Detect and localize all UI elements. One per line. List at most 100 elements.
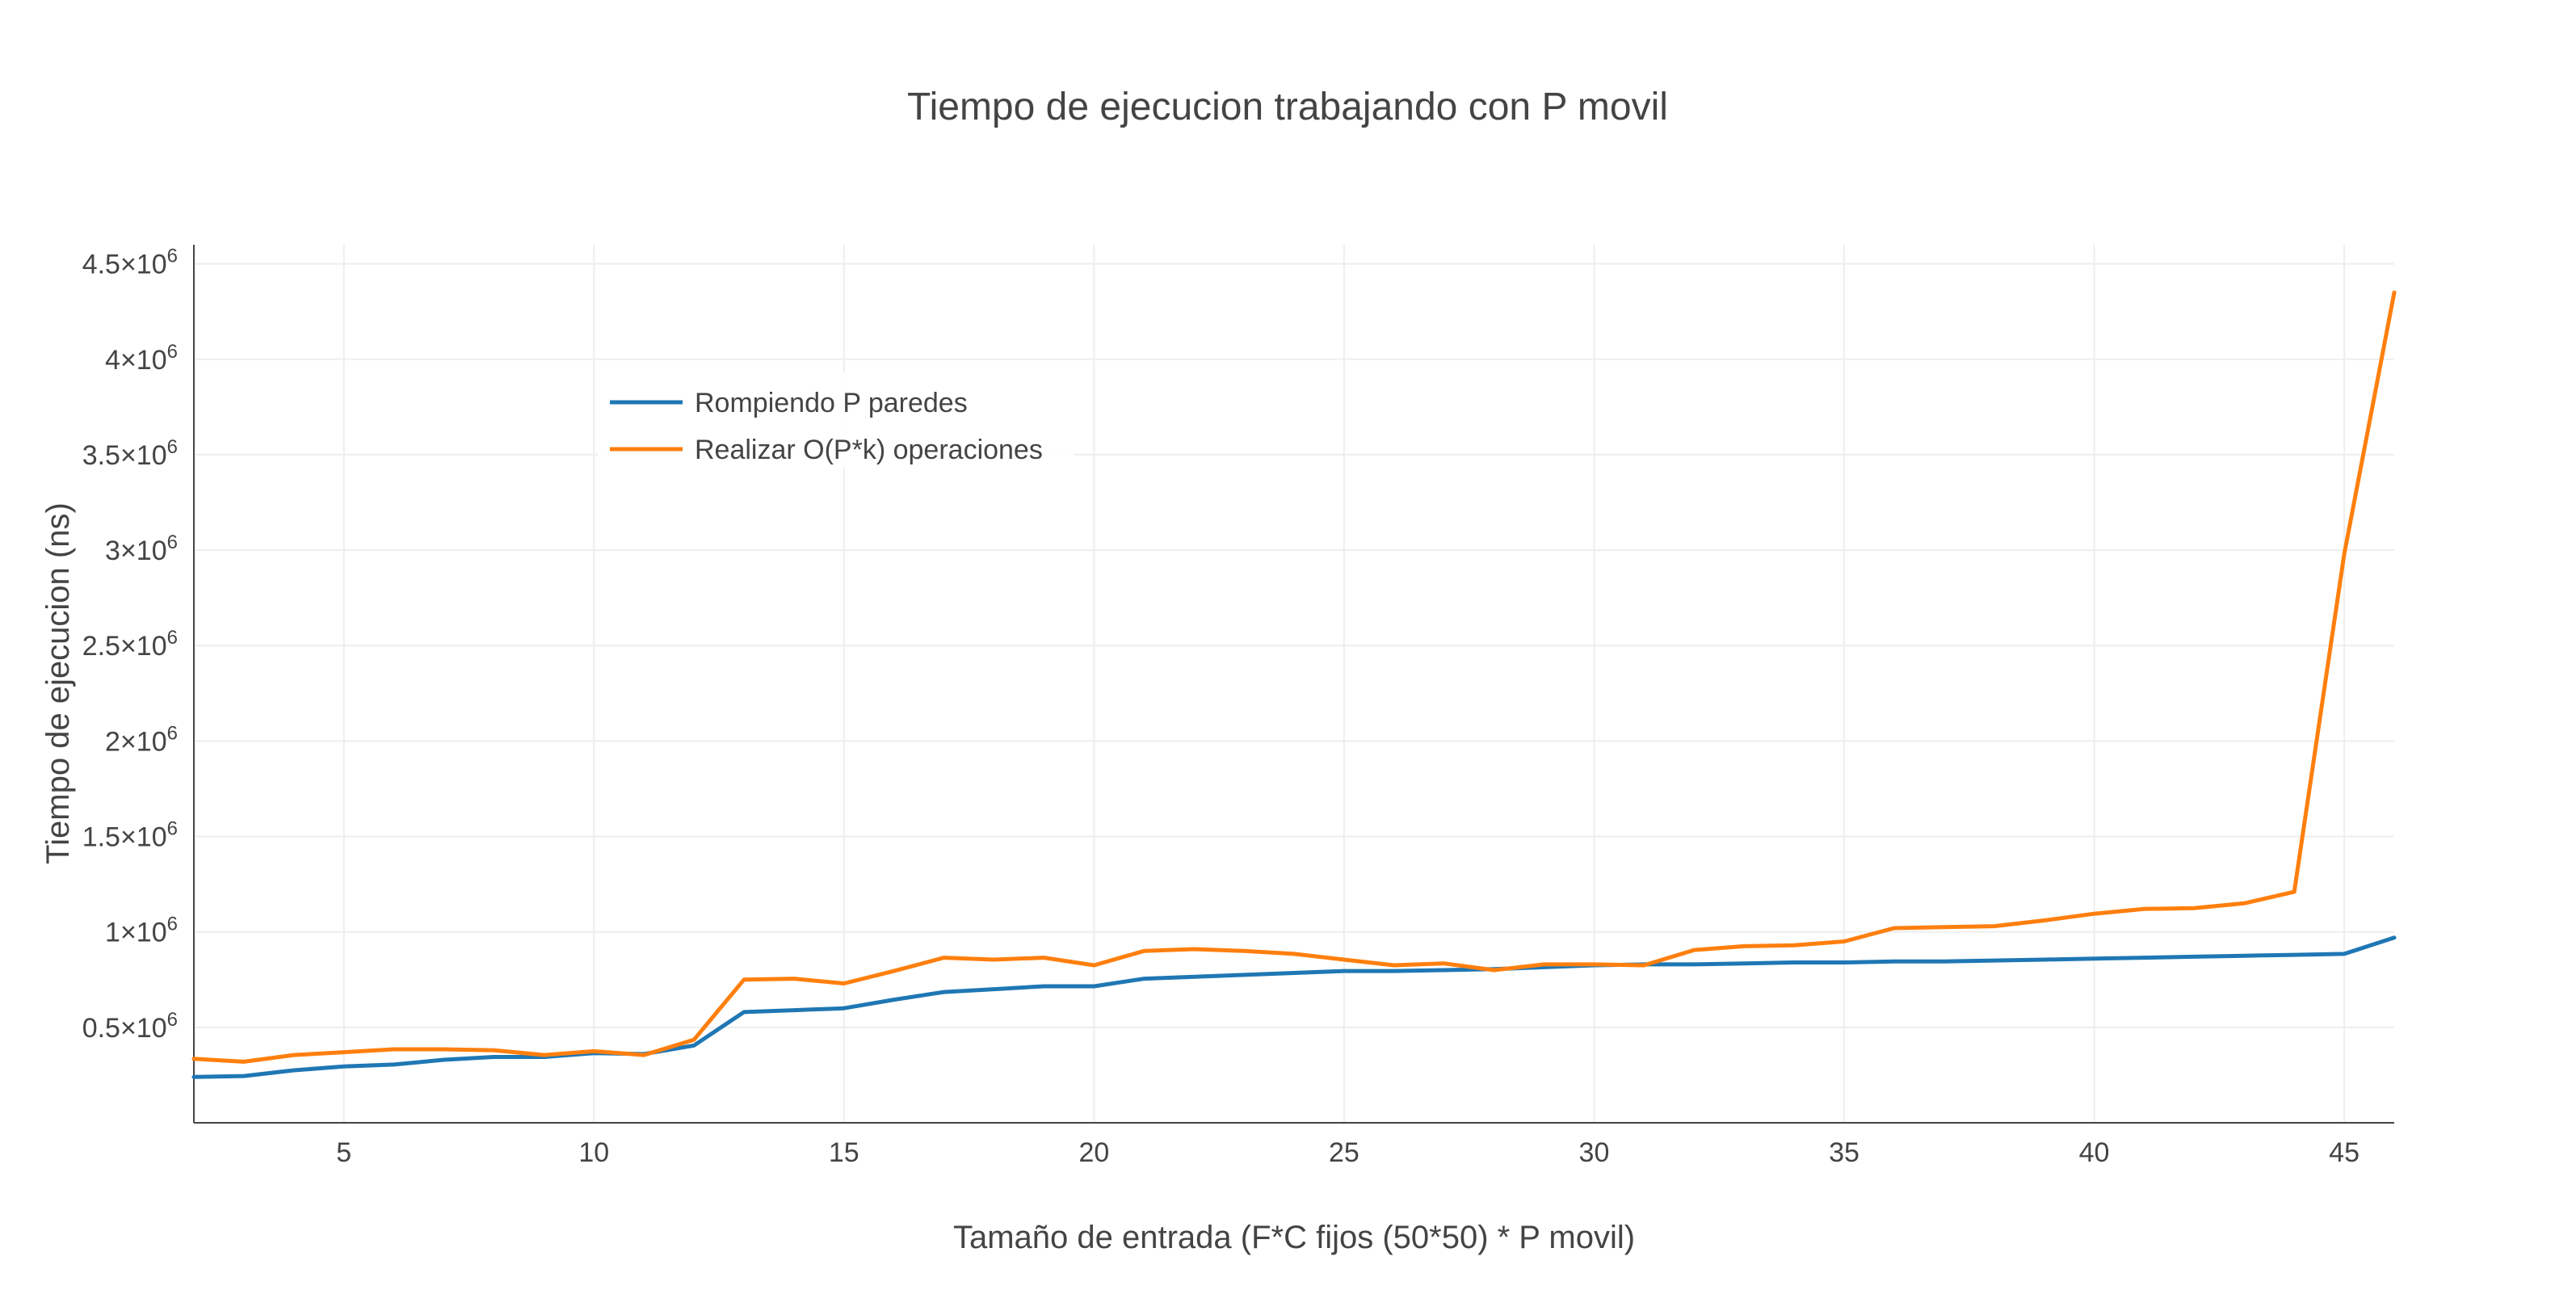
series-2-point (1292, 952, 1296, 956)
series-2-point (1992, 924, 1997, 929)
series-1-point (842, 1006, 847, 1011)
series-1-point (892, 998, 897, 1002)
x-tick-label: 45 (2329, 1137, 2360, 1168)
series-1-point (1442, 968, 1447, 973)
y-tick-label: 4×106 (105, 341, 178, 376)
series-2-point (1792, 943, 1796, 948)
series-2-point (1442, 961, 1447, 966)
series-2-point (2142, 906, 2147, 911)
x-tick-label: 35 (1829, 1137, 1860, 1168)
series-1-point (1342, 969, 1347, 973)
chart-title: Tiempo de ejecucion trabajando con P mov… (907, 86, 1668, 128)
series-1-point (1042, 984, 1047, 989)
series-1-point (191, 1074, 196, 1079)
legend-label: Realizar O(P*k) operaciones (695, 435, 1043, 465)
series-line-1 (191, 935, 2397, 1079)
series-1-point (1392, 969, 1397, 973)
y-tick-label: 4.5×106 (82, 246, 178, 280)
series-2-point (641, 1053, 646, 1057)
series-2-point (1742, 943, 1746, 948)
series-1-point (1191, 974, 1196, 979)
series-2-point (1892, 926, 1897, 931)
series-1-point (742, 1010, 746, 1015)
series-2-point (1042, 956, 1047, 960)
series-1-point (1141, 977, 1146, 981)
series-2-point (492, 1048, 497, 1053)
series-2-point (842, 981, 847, 986)
series-2-point (2342, 552, 2347, 557)
series-2-point (742, 977, 746, 982)
series-1-point (691, 1043, 696, 1048)
series-2-point (892, 969, 897, 973)
series-2-point (2242, 901, 2246, 906)
series-1-point (1742, 961, 1746, 966)
y-tick-label: 2×106 (105, 722, 178, 757)
series-2-point (691, 1037, 696, 1042)
x-tick-label: 20 (1078, 1137, 1109, 1168)
tick-labels: 5 10 15 20 25 30 35 40 45 0.5×106 1×106 1.5×106 2×10… (82, 246, 2360, 1168)
series-1-point (2191, 954, 2196, 959)
grid (194, 245, 2394, 1123)
x-tick-label: 5 (336, 1137, 351, 1168)
series-2-point (2392, 290, 2397, 295)
x-tick-label: 15 (829, 1137, 859, 1168)
x-tick-label: 25 (1329, 1137, 1359, 1168)
x-tick-label: 10 (578, 1137, 609, 1168)
series-1-point (2142, 956, 2147, 960)
y-tick-label: 1.5×106 (82, 818, 178, 853)
series-1-point (1242, 973, 1246, 977)
series-2-point (1691, 948, 1696, 952)
legend-label: Rompiendo P paredes (695, 388, 968, 418)
series-2-point (342, 1050, 347, 1055)
series-2-point (1592, 962, 1597, 967)
series-1-point (2292, 952, 2297, 957)
series-1-point (2092, 956, 2097, 961)
series-2-point (292, 1053, 296, 1057)
series-2-point (1091, 963, 1096, 968)
series-1-point (2242, 953, 2246, 958)
series-2-point (1542, 962, 1547, 967)
series-2-point (1842, 939, 1847, 944)
series-1-point (1992, 958, 1997, 963)
series-2-point (392, 1047, 397, 1052)
x-tick-label: 40 (2079, 1137, 2110, 1168)
series-1-point (1942, 959, 1947, 964)
series-1-point (1091, 984, 1096, 989)
series-2-point (2191, 906, 2196, 910)
series-2-point (1641, 963, 1646, 968)
y-tick-label: 3.5×106 (82, 436, 178, 471)
series-1-point (342, 1064, 347, 1069)
series-2-point (942, 956, 947, 960)
series-1-point (1691, 962, 1696, 967)
series-1-point (292, 1068, 296, 1073)
series-1-point (992, 987, 997, 992)
x-axis-title: Tamaño de entrada (F*C fijos (50*50) * P… (953, 1220, 1635, 1255)
series-1-point (2392, 935, 2397, 940)
series-1-point (242, 1074, 246, 1078)
series-2-point (1342, 957, 1347, 962)
series-2-point (442, 1047, 447, 1052)
y-tick-label: 2.5×106 (82, 627, 178, 662)
series-1-point (1892, 959, 1897, 964)
series-2-point (992, 957, 997, 962)
y-tick-label: 3×106 (105, 532, 178, 566)
series-1-point (442, 1057, 447, 1062)
series (191, 290, 2397, 1079)
legend: Rompiendo P paredes Realizar O(P*k) opera… (598, 372, 1074, 467)
series-1-point (2342, 952, 2347, 956)
series-1-point (1842, 960, 1847, 965)
series-1-point (792, 1008, 796, 1013)
series-2-point (1242, 948, 1246, 953)
series-1-point (492, 1055, 497, 1060)
series-2-point (541, 1053, 546, 1057)
series-2-point (1141, 948, 1146, 953)
series-2-point (2042, 918, 2047, 923)
series-2-point (1392, 963, 1397, 968)
series-2-point (2292, 889, 2297, 894)
series-2-point (1492, 968, 1497, 973)
y-axis-title: Tiempo de ejecucion (ns) (40, 502, 76, 864)
series-2-point (792, 977, 796, 981)
series-1-point (942, 990, 947, 994)
series-line-2 (191, 290, 2397, 1064)
